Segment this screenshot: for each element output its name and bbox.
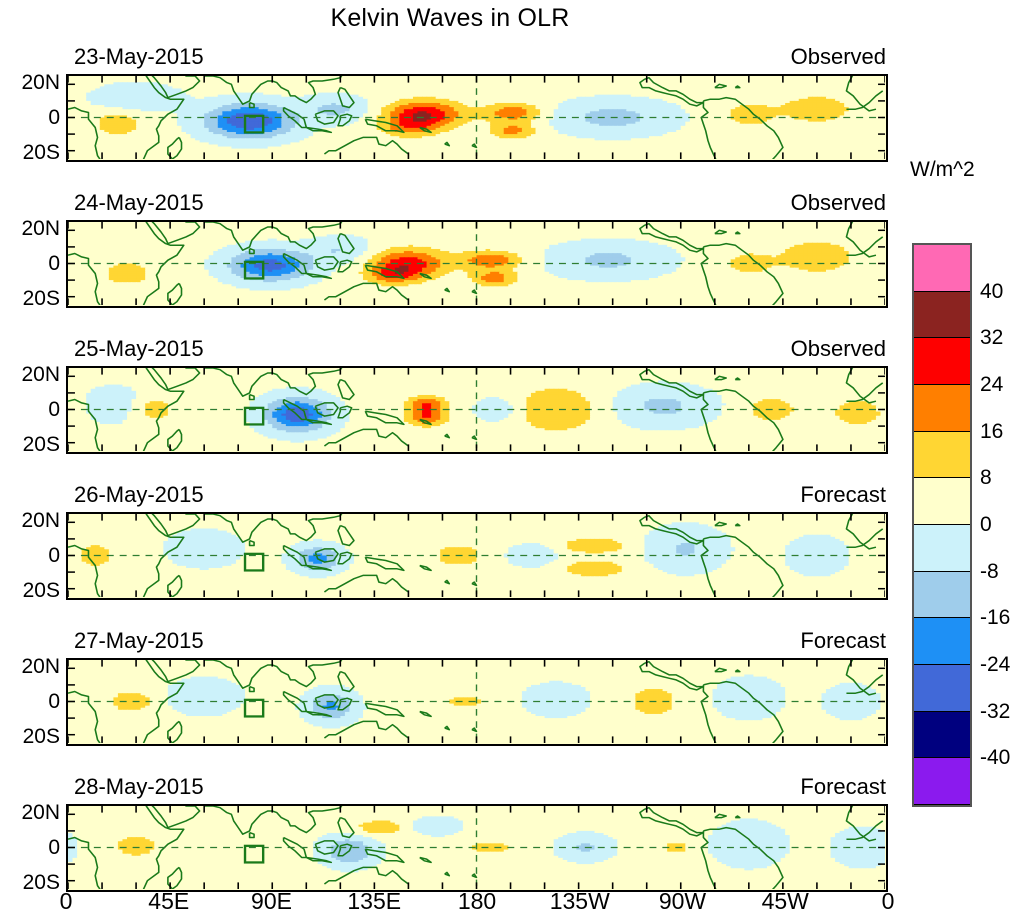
map-panel — [66, 366, 888, 454]
panel-tick-marks — [68, 222, 885, 305]
panel-status-label: Forecast — [800, 774, 886, 800]
colorbar-band — [914, 338, 970, 385]
coastline-overlay — [68, 368, 884, 451]
olr-anomaly-field — [68, 368, 885, 451]
y-axis-tick-label: 20N — [0, 509, 60, 533]
region-box — [243, 406, 265, 426]
panel-date-label: 23-May-2015 — [74, 44, 204, 70]
colorbar-band — [914, 524, 970, 572]
olr-anomaly-field — [68, 76, 885, 159]
x-axis-tick-label: 90E — [222, 888, 322, 915]
colorbar-tick-label: -32 — [980, 700, 1010, 724]
panel-date-label: 24-May-2015 — [74, 190, 204, 216]
y-axis-tick-label: 0 — [0, 690, 60, 714]
y-axis-tick-label: 20S — [0, 141, 60, 165]
y-axis-tick-label: 20N — [0, 655, 60, 679]
y-axis-tick-label: 20N — [0, 363, 60, 387]
x-axis-tick-label: 45E — [119, 888, 219, 915]
map-panel — [66, 512, 888, 600]
colorbar-tick-label: 16 — [980, 420, 1003, 444]
y-axis-tick-label: 20S — [0, 871, 60, 895]
panel-date-label: 28-May-2015 — [74, 774, 204, 800]
panel-tick-marks — [68, 368, 885, 451]
y-axis-tick-label: 0 — [0, 544, 60, 568]
y-axis-tick-label: 0 — [0, 252, 60, 276]
colorbar-band — [914, 384, 970, 432]
colorbar-band — [914, 291, 970, 339]
region-box — [243, 114, 265, 134]
panel-date-label: 27-May-2015 — [74, 628, 204, 654]
colorbar-band — [914, 758, 970, 805]
colorbar-band — [914, 431, 970, 479]
olr-anomaly-field — [68, 806, 885, 889]
y-axis-tick-label: 0 — [0, 106, 60, 130]
page-title: Kelvin Waves in OLR — [0, 4, 900, 33]
colorbar-tick-label: 24 — [980, 373, 1003, 397]
y-axis-tick-label: 20N — [0, 801, 60, 825]
colorbar-tick-label: 40 — [980, 280, 1003, 304]
region-box — [243, 844, 265, 864]
coastline-overlay — [68, 222, 884, 305]
colorbar-tick-label: -24 — [980, 653, 1010, 677]
colorbar-tick-label: 0 — [980, 513, 992, 537]
colorbar-band — [914, 711, 970, 759]
panel-status-label: Forecast — [800, 482, 886, 508]
coastline-overlay — [68, 76, 884, 159]
y-axis-tick-label: 20S — [0, 287, 60, 311]
colorbar-band — [914, 571, 970, 619]
region-box — [243, 260, 265, 280]
x-axis-tick-label: 45W — [735, 888, 835, 915]
x-axis-tick-label: 135W — [530, 888, 630, 915]
panel-tick-marks — [68, 514, 885, 597]
colorbar-tick-label: 8 — [980, 466, 992, 490]
coastline-overlay — [68, 660, 884, 743]
olr-anomaly-field — [68, 660, 885, 743]
panel-date-label: 25-May-2015 — [74, 336, 204, 362]
y-axis-tick-label: 0 — [0, 836, 60, 860]
map-panel — [66, 804, 888, 892]
panel-status-label: Observed — [791, 336, 886, 362]
panel-tick-marks — [68, 660, 885, 743]
y-axis-tick-label: 20S — [0, 579, 60, 603]
panel-tick-marks — [68, 806, 885, 889]
y-axis-tick-label: 0 — [0, 398, 60, 422]
colorbar-band — [914, 664, 970, 712]
colorbar-band — [914, 478, 970, 525]
x-axis-tick-label: 0 — [16, 888, 116, 915]
map-panel — [66, 658, 888, 746]
colorbar-scale: 40 32 24 16 8 0 -8 -16 -24 -32 -40 — [912, 243, 1010, 807]
colorbar-tick-label: 32 — [980, 326, 1003, 350]
olr-anomaly-field — [68, 222, 885, 305]
map-panel — [66, 74, 888, 162]
x-axis-tick-label: 0 — [838, 888, 938, 915]
x-axis-tick-label: 180 — [427, 888, 527, 915]
map-panel — [66, 220, 888, 308]
colorbar-unit-label: W/m^2 — [910, 158, 975, 182]
panel-status-label: Forecast — [800, 628, 886, 654]
y-axis-tick-label: 20N — [0, 71, 60, 95]
colorbar-tick-label: -8 — [980, 560, 999, 584]
colorbar-band — [914, 618, 970, 665]
coastline-overlay — [68, 514, 884, 597]
region-box — [243, 552, 265, 572]
x-axis-tick-label: 90W — [633, 888, 733, 915]
y-axis-tick-label: 20N — [0, 217, 60, 241]
olr-anomaly-field — [68, 514, 885, 597]
y-axis-tick-label: 20S — [0, 433, 60, 457]
x-axis-tick-label: 135E — [324, 888, 424, 915]
panel-tick-marks — [68, 76, 885, 159]
region-box — [243, 698, 265, 718]
colorbar-tick-label: -40 — [980, 746, 1010, 770]
coastline-overlay — [68, 806, 884, 889]
panel-status-label: Observed — [791, 44, 886, 70]
panel-date-label: 26-May-2015 — [74, 482, 204, 508]
y-axis-tick-label: 20S — [0, 725, 60, 749]
colorbar-tick-label: -16 — [980, 606, 1010, 630]
panel-status-label: Observed — [791, 190, 886, 216]
colorbar-band — [914, 245, 970, 292]
